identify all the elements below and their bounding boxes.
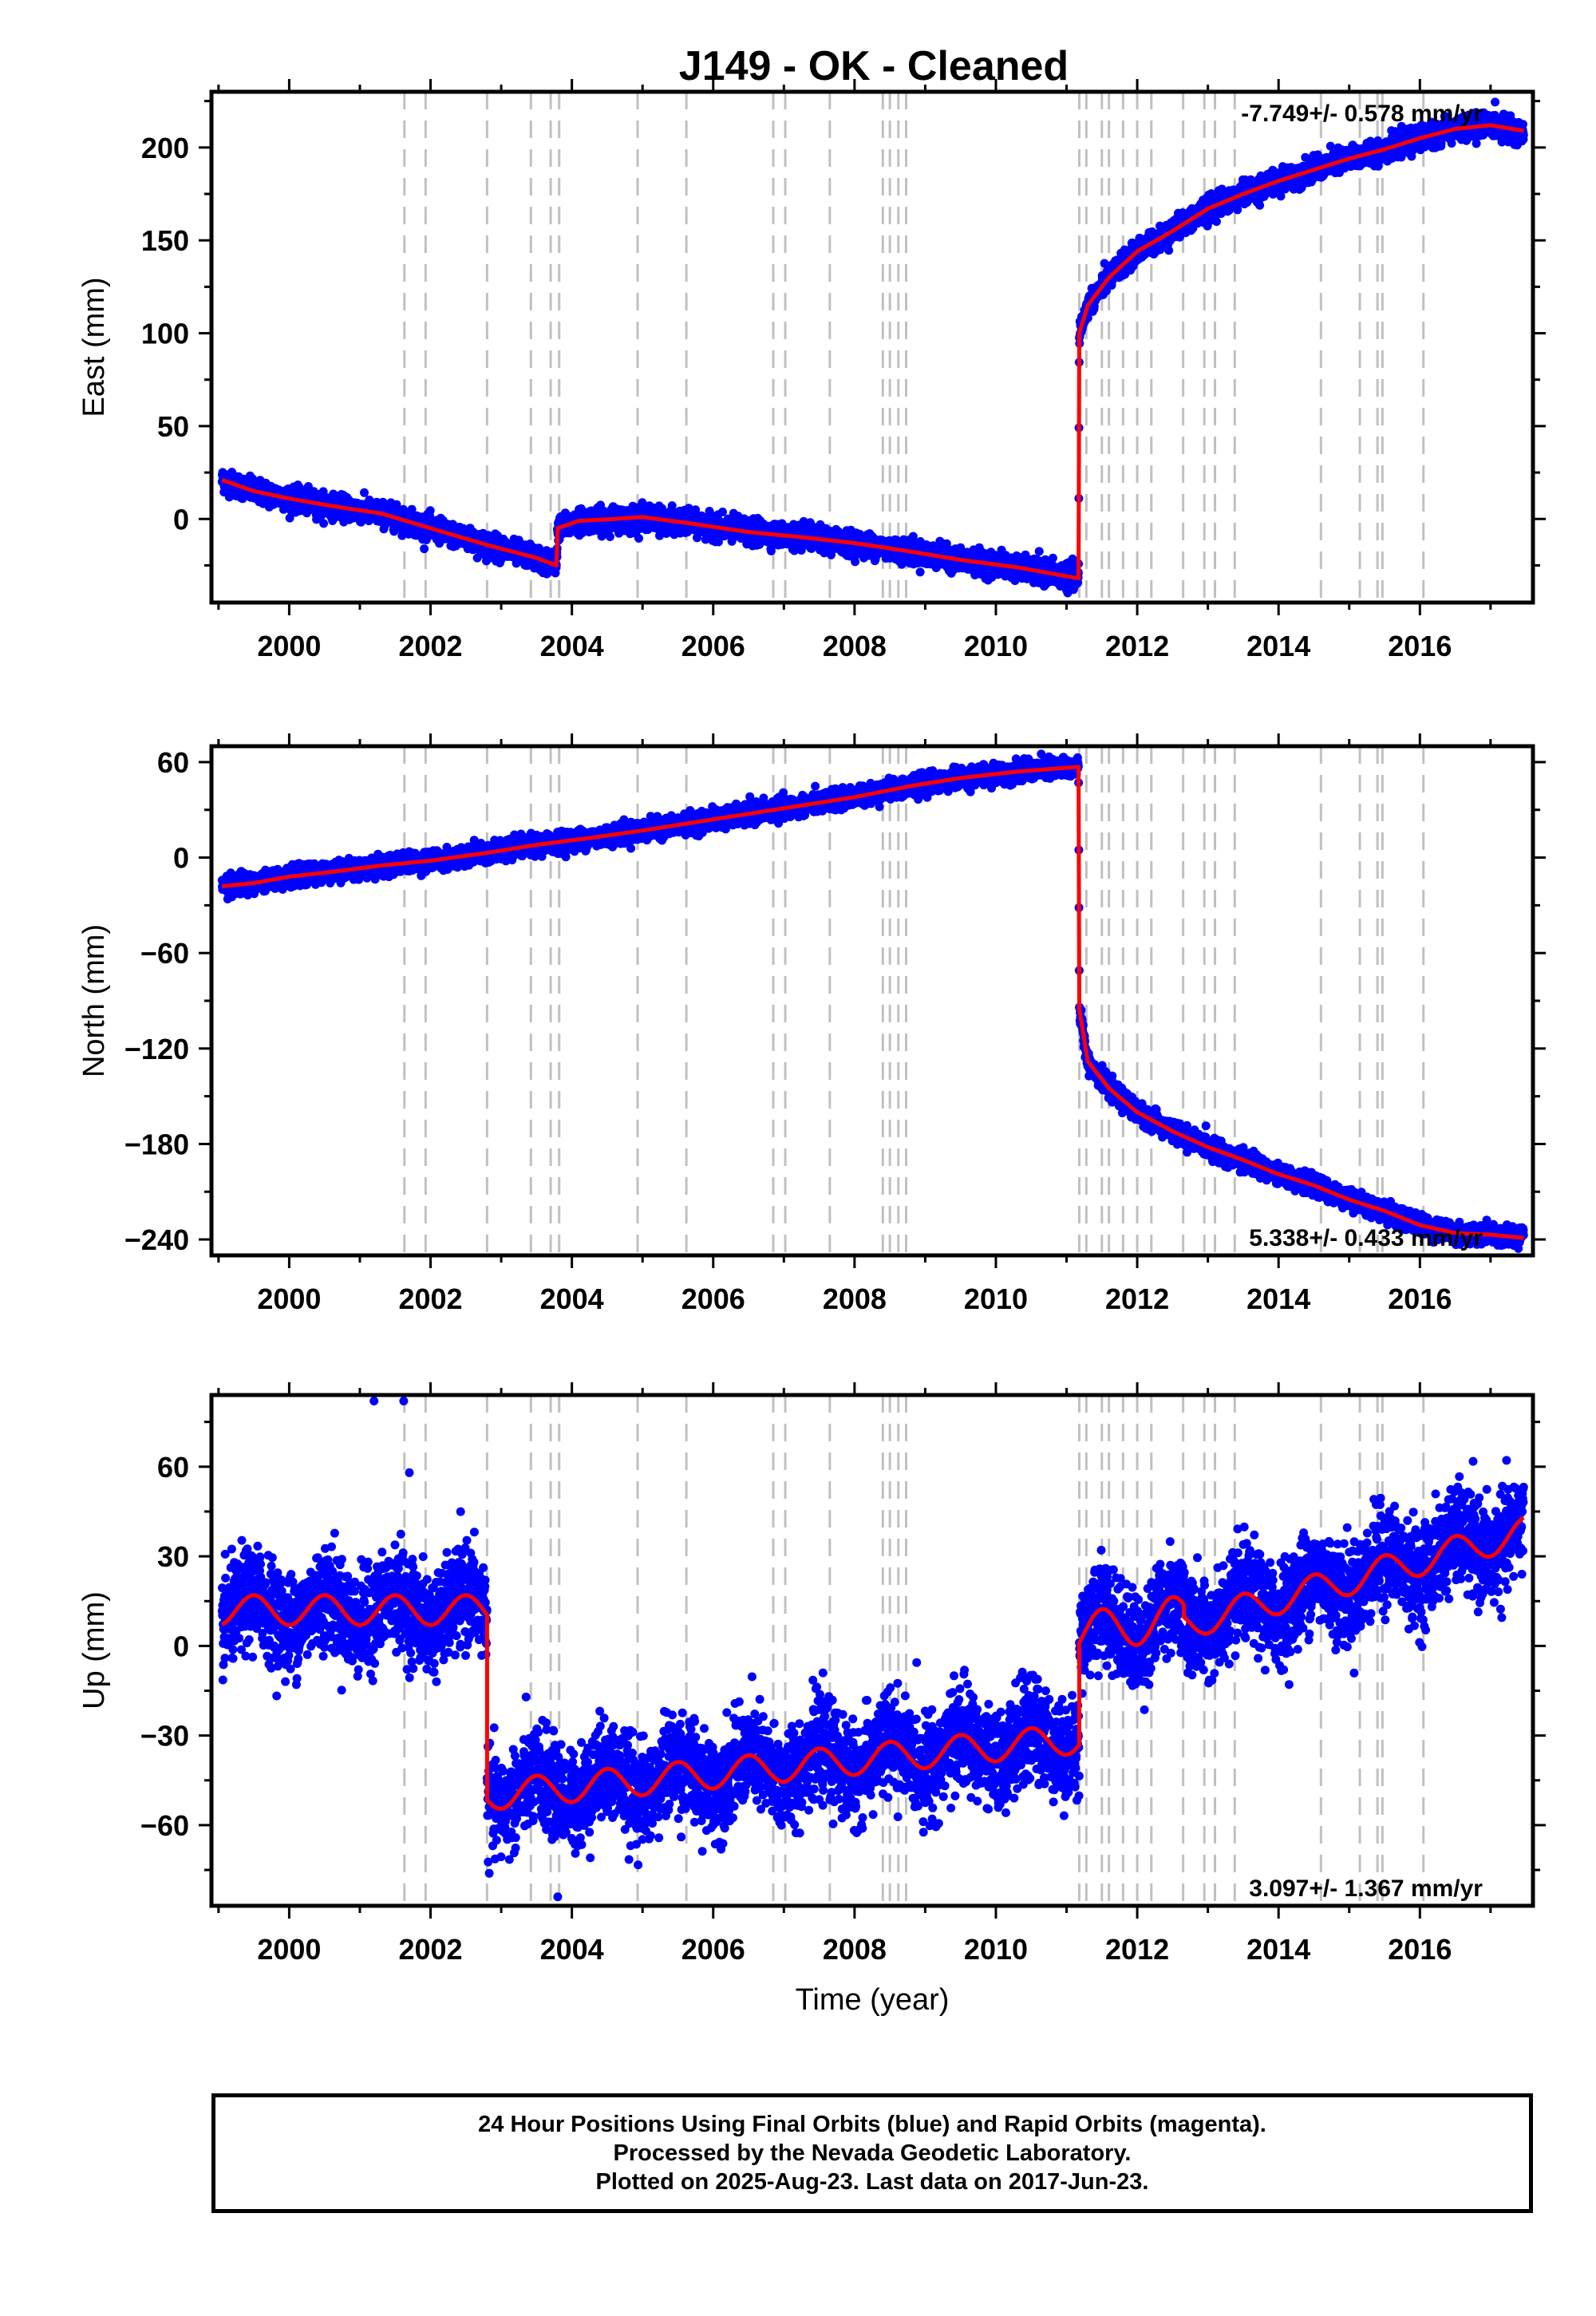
- data-point: [425, 506, 435, 516]
- data-point: [915, 567, 925, 577]
- east-panel: 2000 2002 2004 2006 2008 2010 2012 2014 20160501…: [77, 79, 1546, 662]
- data-point: [285, 513, 294, 523]
- data-point: [718, 508, 727, 516]
- data-point: [420, 544, 429, 554]
- data-point: [407, 504, 417, 514]
- data-point: [605, 532, 614, 541]
- data-point: [392, 500, 401, 509]
- data-point: [360, 488, 369, 497]
- data-point: [319, 519, 329, 528]
- figure-title: J149 - OK - Cleaned: [679, 43, 1069, 89]
- data-point: [1034, 547, 1044, 556]
- data-point: [1048, 553, 1057, 563]
- data-point: [634, 534, 643, 543]
- data-point: [1164, 246, 1174, 255]
